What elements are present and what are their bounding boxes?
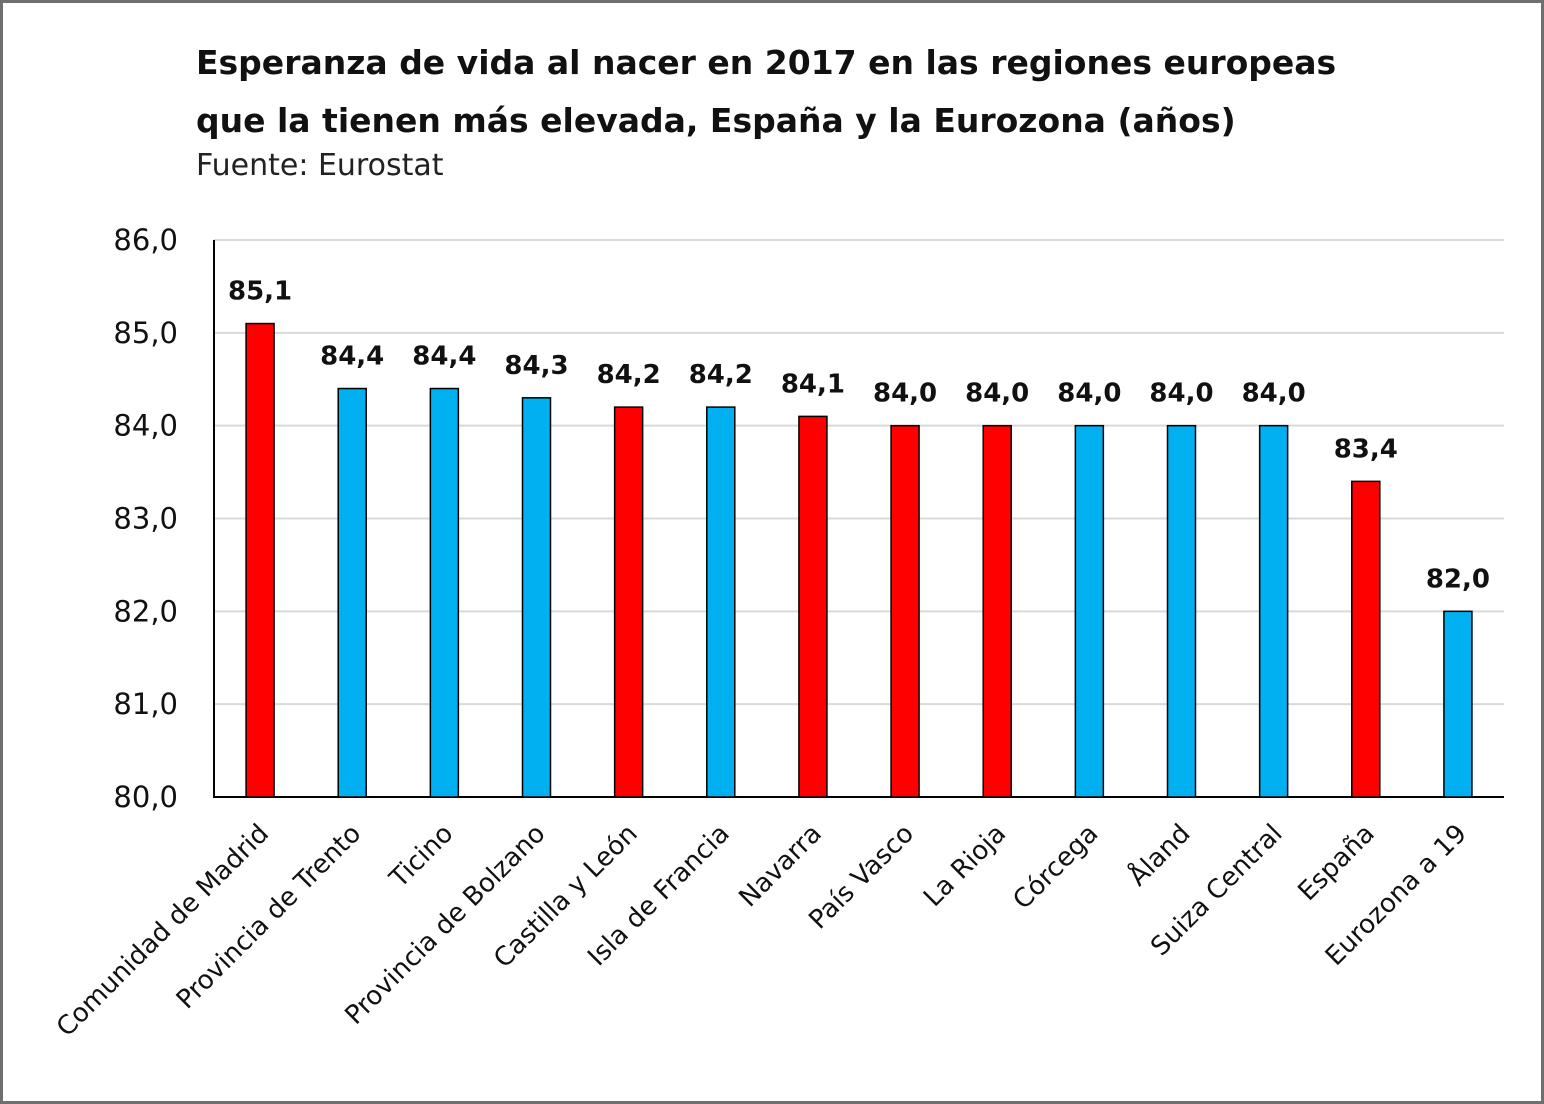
x-tick-label: Provincia de Trento xyxy=(171,819,367,1015)
bar xyxy=(1258,424,1289,798)
data-label: 84,0 xyxy=(1149,379,1213,409)
data-label: 84,3 xyxy=(504,351,568,381)
chart-subtitle: Fuente: Eurostat xyxy=(196,148,444,183)
data-label: 84,4 xyxy=(412,342,476,372)
y-tick-label: 80,0 xyxy=(113,780,178,814)
bar xyxy=(798,415,828,798)
bar xyxy=(1074,424,1105,798)
y-tick-label: 81,0 xyxy=(113,687,178,721)
y-tick-label: 82,0 xyxy=(113,594,178,628)
bar xyxy=(706,406,736,798)
bar xyxy=(337,387,367,798)
data-label: 84,1 xyxy=(781,369,845,399)
x-tick-label: Ticino xyxy=(383,819,459,895)
data-label: 85,1 xyxy=(228,277,292,307)
data-label: 84,0 xyxy=(965,379,1029,409)
y-tick-label: 85,0 xyxy=(113,316,178,350)
bar xyxy=(982,424,1012,798)
y-tick-label: 86,0 xyxy=(113,223,178,257)
x-tick-label: Navarra xyxy=(733,819,827,913)
data-label: 84,2 xyxy=(689,360,753,390)
bar xyxy=(1351,480,1381,798)
y-tick-label: 84,0 xyxy=(113,409,178,443)
data-label: 83,4 xyxy=(1334,434,1398,464)
chart-title: Esperanza de vida al nacer en 2017 en la… xyxy=(196,34,1496,150)
bar xyxy=(429,387,460,798)
x-tick-label: España xyxy=(1292,819,1380,907)
x-tick-label: Åland xyxy=(1122,817,1197,892)
bar xyxy=(890,424,920,798)
data-label: 82,0 xyxy=(1426,564,1490,594)
data-label: 84,0 xyxy=(1242,379,1306,409)
bar xyxy=(521,397,552,798)
chart-title-line-1: Esperanza de vida al nacer en 2017 en la… xyxy=(196,43,1337,82)
bar xyxy=(245,322,275,798)
y-tick-label: 83,0 xyxy=(113,502,178,536)
data-label: 84,0 xyxy=(1057,379,1121,409)
bar xyxy=(1166,424,1197,798)
data-label: 84,4 xyxy=(320,342,384,372)
bar xyxy=(613,406,644,798)
chart-title-line-2: que la tienen más elevada, España y la E… xyxy=(196,101,1236,140)
x-tick-label: Córcega xyxy=(1007,819,1104,916)
bar xyxy=(1443,610,1473,798)
x-tick-label: La Rioja xyxy=(918,819,1012,913)
data-label: 84,0 xyxy=(873,379,937,409)
data-label: 84,2 xyxy=(597,360,661,390)
